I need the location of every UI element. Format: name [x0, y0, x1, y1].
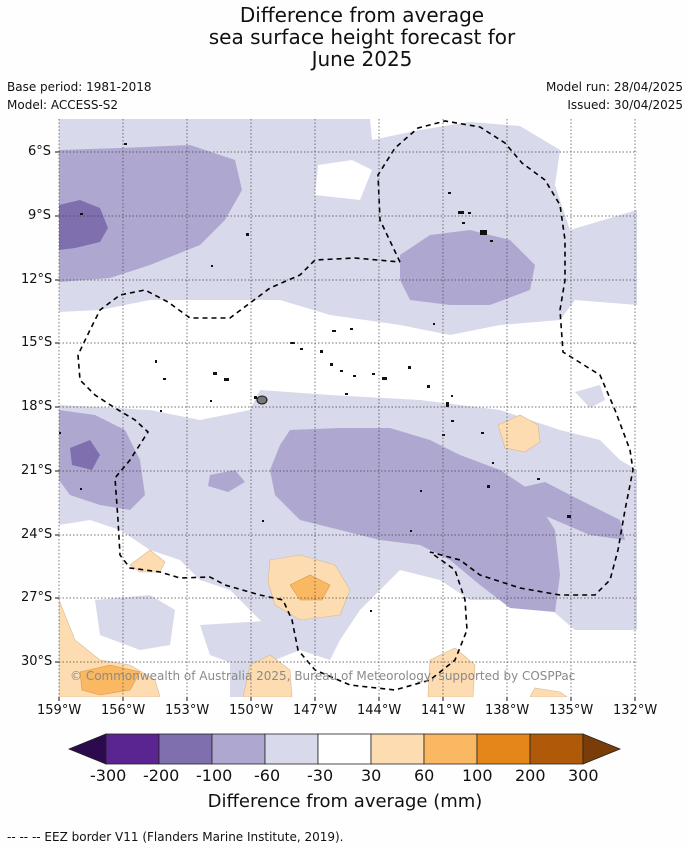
islands: [59, 143, 571, 612]
colorbar-swatch-7: [423, 733, 478, 765]
colorbar: [67, 733, 622, 765]
colorbar-label: -30: [307, 766, 334, 785]
lat-label: 18°S: [21, 399, 53, 414]
colorbar-label: 100: [462, 766, 493, 785]
model-run: Model run: 28/04/2025: [545, 80, 683, 94]
colorbar-label: 200: [515, 766, 546, 785]
colorbar-label: 30: [361, 766, 382, 785]
lat-label: 24°S: [21, 527, 53, 542]
axis-ticks: [55, 151, 636, 701]
colorbar-swatch-extend-low: [67, 733, 107, 765]
lat-label: 9°S: [28, 208, 52, 223]
model-name: Model: ACCESS-S2: [7, 98, 119, 112]
lon-label: 153°W: [165, 703, 210, 718]
lat-label: 27°S: [21, 590, 53, 605]
lat-label: 21°S: [21, 463, 53, 478]
colorbar-label: -200: [143, 766, 180, 785]
title-line-1: Difference from average: [239, 3, 485, 27]
lat-label: 15°S: [21, 335, 53, 350]
base-period: Base period: 1981-2018: [7, 80, 152, 94]
lon-label: 138°W: [485, 703, 530, 718]
colorbar-label: -60: [254, 766, 281, 785]
colorbar-swatch-1: [105, 733, 160, 765]
colorbar-label: -300: [90, 766, 127, 785]
chart-title: Difference from average sea surface heig…: [0, 4, 690, 70]
lon-label: 135°W: [549, 703, 594, 718]
lon-label: 147°W: [293, 703, 338, 718]
colorbar-swatch-extend-high: [582, 733, 622, 765]
band-plus-60: [79, 574, 331, 696]
lon-label: 141°W: [421, 703, 466, 718]
meta-right: Model run: 28/04/2025 Issued: 30/04/2025: [546, 78, 683, 114]
lon-label: 150°W: [229, 703, 274, 718]
eez-footnote: -- -- -- EEZ border V11 (Flanders Marine…: [7, 830, 344, 844]
colorbar-swatch-3: [211, 733, 266, 765]
lon-label: 144°W: [357, 703, 402, 718]
colorbar-title: Difference from average (mm): [207, 791, 483, 812]
colorbar-label: 300: [568, 766, 599, 785]
colorbar-swatch-5: [317, 733, 372, 765]
map-fields: [59, 119, 637, 697]
meta-left: Base period: 1981-2018 Model: ACCESS-S2: [7, 78, 152, 114]
colorbar-swatch-8: [476, 733, 531, 765]
lon-label: 159°W: [37, 703, 82, 718]
title-line-3: June 2025: [311, 47, 413, 71]
lat-label: 6°S: [28, 144, 52, 159]
lat-label: 30°S: [21, 654, 53, 669]
colorbar-swatch-9: [529, 733, 584, 765]
band-minus-100: [59, 200, 108, 470]
issued-date: Issued: 30/04/2025: [567, 98, 683, 112]
colorbar-label: 60: [414, 766, 435, 785]
lon-label: 132°W: [613, 703, 658, 718]
colorbar-swatch-4: [264, 733, 319, 765]
lat-label: 12°S: [21, 272, 53, 287]
colorbar-swatch-6: [370, 733, 425, 765]
lon-label: 156°W: [101, 703, 146, 718]
title-line-2: sea surface height forecast for: [208, 25, 516, 49]
colorbar-swatch-2: [158, 733, 213, 765]
band-minus-60: [59, 145, 625, 612]
copyright-notice: © Commonwealth of Australia 2025, Bureau…: [70, 669, 576, 683]
colorbar-label: -100: [196, 766, 233, 785]
